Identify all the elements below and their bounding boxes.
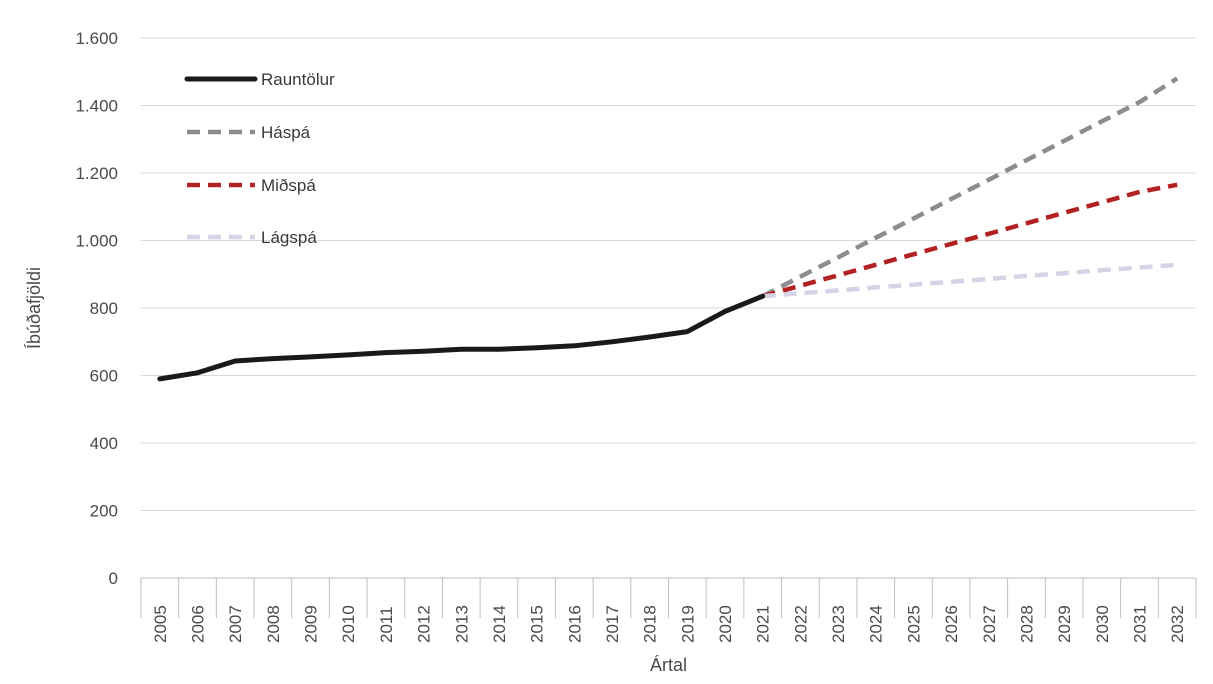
- y-axis-title: Íbúðafjöldi: [24, 267, 44, 349]
- y-tick-label: 800: [90, 299, 118, 318]
- x-tick-label: 2030: [1093, 605, 1112, 643]
- y-tick-label: 1.200: [75, 164, 118, 183]
- x-tick-label: 2012: [415, 605, 434, 643]
- x-tick-label: 2015: [528, 605, 547, 643]
- legend: Rauntölur Háspá Miðspá Lágspá: [184, 70, 335, 247]
- series-line-mid: [762, 182, 1178, 299]
- x-tick-label: 2019: [678, 605, 697, 643]
- x-axis-title: Ártal: [650, 655, 687, 675]
- x-tick-label: 2011: [377, 606, 396, 643]
- x-tick-label: 2007: [226, 605, 245, 643]
- x-tick-label: 2032: [1168, 605, 1187, 643]
- x-tick-label: 2016: [565, 605, 584, 643]
- x-tick-label: 2029: [1055, 605, 1074, 643]
- y-tick-label: 400: [90, 434, 118, 453]
- y-tick-label: 1.600: [75, 29, 118, 48]
- x-tick-label: 2018: [641, 605, 660, 643]
- x-tick-label: 2025: [904, 605, 923, 643]
- x-tick-label: 2026: [942, 605, 961, 643]
- x-tick-label: 2013: [452, 605, 471, 643]
- y-tick-label: 1.400: [75, 97, 118, 116]
- y-tick-label: 600: [90, 367, 118, 386]
- legend-label: Rauntölur: [261, 70, 335, 89]
- series-layer: [157, 76, 1179, 382]
- x-tick-label: 2024: [867, 605, 886, 643]
- y-tick-label: 200: [90, 502, 118, 521]
- x-tick-label: 2014: [490, 605, 509, 643]
- x-tick-label: 2021: [754, 605, 773, 643]
- x-tick-label: 2028: [1017, 605, 1036, 643]
- series-line-high: [761, 76, 1179, 299]
- x-tick-label: 2020: [716, 605, 735, 643]
- x-tick-label: 2010: [339, 605, 358, 643]
- series-line-low: [762, 262, 1178, 299]
- x-tick-label: 2006: [189, 605, 208, 643]
- x-tick-label: 2017: [603, 605, 622, 643]
- x-tick-label: 2005: [151, 605, 170, 643]
- grid-layer: [141, 37, 1196, 511]
- legend-label: Miðspá: [261, 176, 316, 195]
- legend-label: Lágspá: [261, 228, 317, 247]
- y-tick-label: 1.000: [75, 232, 118, 251]
- x-tick-label: 2031: [1130, 605, 1149, 643]
- axis-layer: 0 200 400 600 800 1.000 1.200 1.400 1.600 2005 200…: [75, 29, 1197, 643]
- x-tick-label: 2023: [829, 605, 848, 643]
- y-tick-label: 0: [109, 569, 118, 588]
- series-line-actual: [157, 293, 766, 382]
- x-tick-label: 2008: [264, 605, 283, 643]
- x-tick-label: 2009: [302, 605, 321, 643]
- x-tick-label: 2027: [980, 605, 999, 643]
- x-tick-label: 2022: [791, 605, 810, 643]
- legend-label: Háspá: [261, 123, 311, 142]
